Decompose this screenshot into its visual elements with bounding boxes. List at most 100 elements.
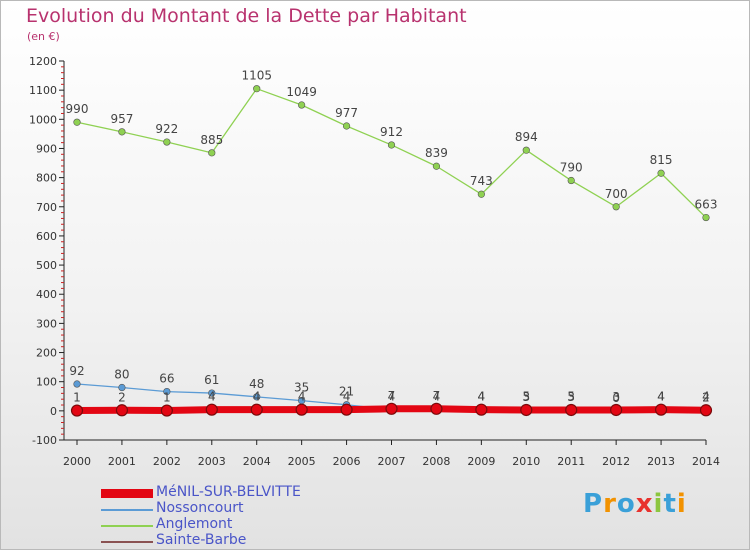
data-point-anglemont <box>73 118 81 126</box>
data-label-anglemont: 815 <box>650 153 673 167</box>
data-point-anglemont <box>657 169 665 177</box>
legend-label-sainte-barbe: Sainte-Barbe <box>156 532 247 548</box>
data-point-m-nil-sur-belvitte <box>699 404 713 417</box>
data-label-m-nil-sur-belvitte: 3 <box>612 390 620 404</box>
data-point-anglemont <box>208 149 216 157</box>
logo-letter: r <box>603 489 617 519</box>
data-label-m-nil-sur-belvitte: 1 <box>163 391 171 405</box>
data-point-anglemont <box>477 190 485 198</box>
data-label-anglemont: 839 <box>425 146 448 160</box>
data-label-nossoncourt: 0 <box>612 391 620 405</box>
data-point-anglemont <box>342 122 351 130</box>
data-point-m-nil-sur-belvitte <box>205 403 218 416</box>
data-label-nossoncourt: 4 <box>388 390 396 404</box>
x-tick-label: 2005 <box>288 455 316 468</box>
data-point-anglemont <box>522 146 530 154</box>
legend-label-anglemont: Anglemont <box>156 516 233 532</box>
data-label-nossoncourt: 61 <box>204 373 219 387</box>
y-tick-label: 800 <box>36 172 57 185</box>
data-point-anglemont <box>253 85 261 93</box>
data-label-anglemont: 1105 <box>241 69 272 83</box>
data-label-nossoncourt: 4 <box>433 390 441 404</box>
data-point-nossoncourt <box>253 393 261 401</box>
data-label-nossoncourt: 4 <box>702 390 710 404</box>
legend-swatch-menil <box>101 489 153 498</box>
data-point-anglemont <box>163 138 171 146</box>
legend-item-sainte-barbe: Sainte-Barbe <box>101 532 361 550</box>
data-label-nossoncourt: 35 <box>294 381 309 395</box>
data-label-nossoncourt: 92 <box>69 364 84 378</box>
data-label-anglemont: 1049 <box>286 85 317 99</box>
y-tick-label: 0 <box>50 405 57 418</box>
legend-swatch-anglemont <box>101 525 153 527</box>
x-tick-label: 2007 <box>378 455 406 468</box>
proxiti-logo: Proxiti <box>583 489 687 519</box>
data-point-anglemont <box>702 213 710 222</box>
logo-letter: t <box>663 489 677 519</box>
y-tick-label: 500 <box>36 259 57 272</box>
x-tick-label: 2012 <box>602 455 630 468</box>
x-tick-label: 2006 <box>333 455 361 468</box>
series-layer <box>70 85 713 417</box>
data-point-nossoncourt <box>118 383 126 392</box>
data-label-nossoncourt: 4 <box>657 390 665 404</box>
y-tick-label: 100 <box>36 376 57 389</box>
data-point-m-nil-sur-belvitte <box>340 403 353 416</box>
y-tick-label: -100 <box>32 434 57 447</box>
x-tick-label: 2008 <box>422 455 450 468</box>
x-tick-label: 2009 <box>467 455 495 468</box>
data-label-m-nil-sur-belvitte: 4 <box>343 390 351 404</box>
legend-label-nossoncourt: Nossoncourt <box>156 500 244 516</box>
data-label-m-nil-sur-belvitte: 4 <box>208 390 216 404</box>
y-tick-label: 900 <box>36 142 57 155</box>
data-label-nossoncourt: 21 <box>339 385 354 399</box>
data-point-anglemont <box>567 176 575 185</box>
logo-letter: i <box>676 489 687 519</box>
data-label-m-nil-sur-belvitte: 2 <box>118 390 126 404</box>
data-label-nossoncourt: 5 <box>522 389 530 403</box>
data-label-nossoncourt: 5 <box>567 389 575 403</box>
data-point-anglemont <box>118 128 126 136</box>
legend-item-menil: MéNIL-SUR-BELVITTE <box>101 484 361 502</box>
legend-label-menil: MéNIL-SUR-BELVITTE <box>156 484 301 500</box>
data-label-nossoncourt: 80 <box>114 368 129 382</box>
logo-letter: P <box>583 489 604 519</box>
data-point-m-nil-sur-belvitte <box>430 402 443 415</box>
data-label-anglemont: 700 <box>605 187 628 201</box>
data-point-m-nil-sur-belvitte <box>115 404 129 417</box>
data-label-anglemont: 990 <box>66 102 89 116</box>
axes: -100010020030040050060070080090010001100… <box>29 55 720 468</box>
data-label-m-nil-sur-belvitte: 1 <box>73 391 81 405</box>
data-point-m-nil-sur-belvitte <box>654 403 668 416</box>
y-tick-label: 700 <box>36 201 57 214</box>
data-label-m-nil-sur-belvitte: 7 <box>433 389 441 403</box>
y-tick-label: 400 <box>36 288 57 301</box>
data-point-m-nil-sur-belvitte <box>295 403 308 416</box>
data-point-anglemont <box>298 101 306 109</box>
y-axis-unit-label: (en €) <box>27 30 60 43</box>
logo-letter: x <box>635 489 654 519</box>
data-label-anglemont: 894 <box>515 130 538 144</box>
data-point-m-nil-sur-belvitte <box>610 403 623 417</box>
data-label-anglemont: 790 <box>560 161 583 175</box>
y-tick-label: 1000 <box>29 113 57 126</box>
y-tick-label: 200 <box>36 347 57 360</box>
y-tick-label: 1100 <box>29 84 57 97</box>
data-label-anglemont: 885 <box>200 133 223 147</box>
data-point-nossoncourt <box>73 380 81 388</box>
y-tick-label: 300 <box>36 317 57 330</box>
x-tick-label: 2004 <box>243 455 271 468</box>
data-labels-layer: 9909579228851105104997791283974389479070… <box>66 69 718 405</box>
x-tick-label: 2001 <box>108 455 136 468</box>
legend-item-nossoncourt: Nossoncourt <box>101 500 361 518</box>
legend-item-anglemont: Anglemont <box>101 516 361 534</box>
data-label-m-nil-sur-belvitte: 4 <box>298 390 306 404</box>
data-label-anglemont: 922 <box>155 122 178 136</box>
legend-swatch-nossoncourt <box>101 509 153 511</box>
data-label-anglemont: 743 <box>470 174 493 188</box>
x-tick-label: 2014 <box>692 455 720 468</box>
data-label-m-nil-sur-belvitte: 3 <box>522 390 530 404</box>
data-point-anglemont <box>612 203 620 211</box>
data-label-m-nil-sur-belvitte: 7 <box>388 389 396 403</box>
